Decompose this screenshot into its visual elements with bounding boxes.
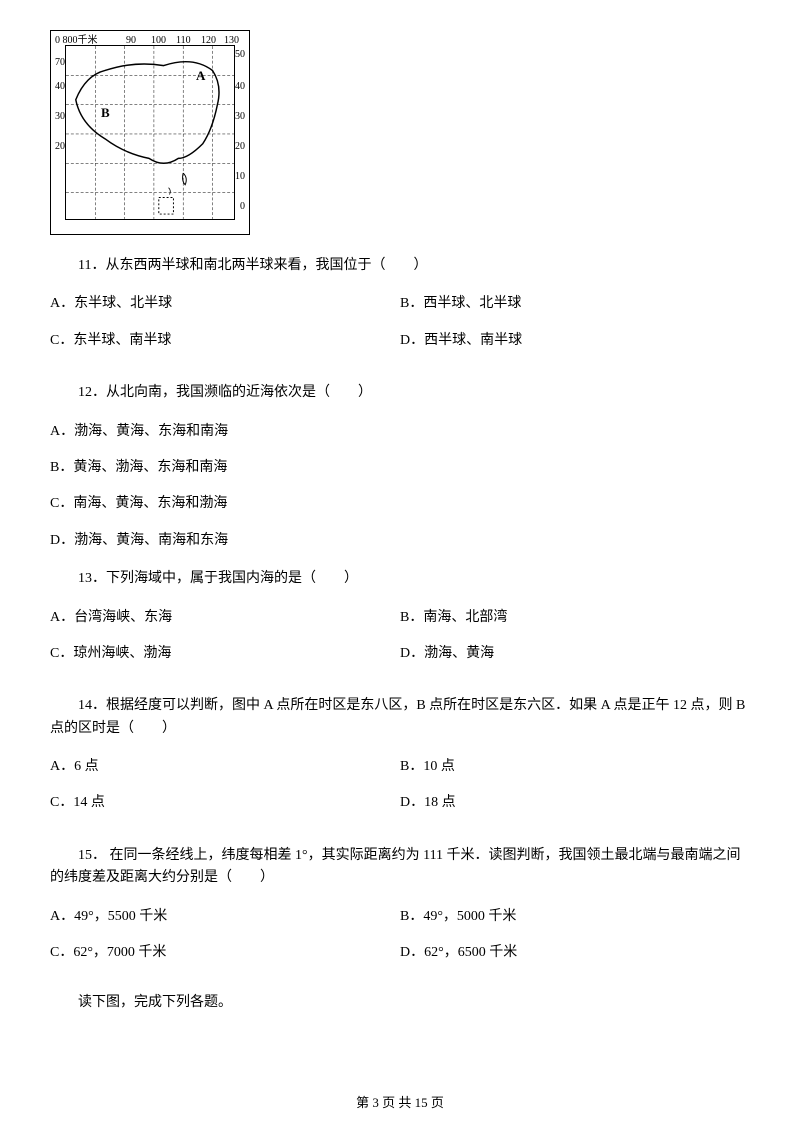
lat-l20: 20 [55,139,65,155]
lat-l40: 40 [55,79,65,95]
q13-options: A．台湾海峡、东海 B．南海、北部湾 C．琼州海峡、渤海 D．渤海、黄海 [50,607,750,680]
q14-opt-c: C．14 点 [50,792,400,814]
q15-options: A．49°，5500 千米 B．49°，5000 千米 C．62°，7000 千… [50,906,750,979]
q15-opt-c: C．62°，7000 千米 [50,942,400,964]
lon-110: 110 [176,33,191,49]
lat-r40: 40 [235,79,245,95]
q13-opt-d: D．渤海、黄海 [400,643,750,665]
lat-r30: 30 [235,109,245,125]
point-b: B [101,103,110,124]
lat-70: 70 [55,55,65,71]
q11-options: A．东半球、北半球 B．西半球、北半球 C．东半球、南半球 D．西半球、南半球 [50,293,750,366]
china-map-diagram: 0 800千米 90 100 110 120 130 70 40 30 20 5… [50,30,250,235]
lat-r10: 10 [235,169,245,185]
lat-r20: 20 [235,139,245,155]
q13-opt-a: A．台湾海峡、东海 [50,607,400,629]
q15-opt-d: D．62°，6500 千米 [400,942,750,964]
lat-r50: 50 [235,47,245,63]
lat-r0: 0 [240,199,245,215]
lon-100: 100 [151,33,166,49]
lon-120: 120 [201,33,216,49]
q11-opt-d: D．西半球、南半球 [400,330,750,352]
q11-opt-b: B．西半球、北半球 [400,293,750,315]
q13-opt-c: C．琼州海峡、渤海 [50,643,400,665]
q14-opt-b: B．10 点 [400,756,750,778]
q12-opt-b: B．黄海、渤海、东海和南海 [50,457,750,479]
q11-opt-a: A．东半球、北半球 [50,293,400,315]
question-11: 11．从东西两半球和南北两半球来看，我国位于（ ） [50,255,750,277]
lon-90: 90 [126,33,136,49]
page-footer: 第 3 页 共 15 页 [0,1093,800,1114]
map-svg [66,46,234,219]
question-15: 15． 在同一条经线上，纬度每相差 1°，其实际距离约为 111 千米．读图判断… [50,845,750,890]
q12-opt-c: C．南海、黄海、东海和渤海 [50,493,750,515]
q12-options: A．渤海、黄海、东海和南海 B．黄海、渤海、东海和南海 C．南海、黄海、东海和渤… [50,421,750,553]
question-14: 14．根据经度可以判断，图中 A 点所在时区是东八区，B 点所在时区是东六区．如… [50,695,750,740]
closing-text: 读下图，完成下列各题。 [50,992,750,1014]
q12-opt-d: D．渤海、黄海、南海和东海 [50,530,750,552]
q13-opt-b: B．南海、北部湾 [400,607,750,629]
q14-opt-a: A．6 点 [50,756,400,778]
q12-opt-a: A．渤海、黄海、东海和南海 [50,421,750,443]
q15-opt-b: B．49°，5000 千米 [400,906,750,928]
lat-l30: 30 [55,109,65,125]
q15-opt-a: A．49°，5500 千米 [50,906,400,928]
map-scale: 0 800千米 [55,33,98,49]
point-a: A [196,66,205,87]
map-frame [65,45,235,220]
question-13: 13．下列海域中，属于我国内海的是（ ） [50,568,750,590]
q14-options: A．6 点 B．10 点 C．14 点 D．18 点 [50,756,750,829]
question-12: 12．从北向南，我国濒临的近海依次是（ ） [50,382,750,404]
q14-opt-d: D．18 点 [400,792,750,814]
q11-opt-c: C．东半球、南半球 [50,330,400,352]
